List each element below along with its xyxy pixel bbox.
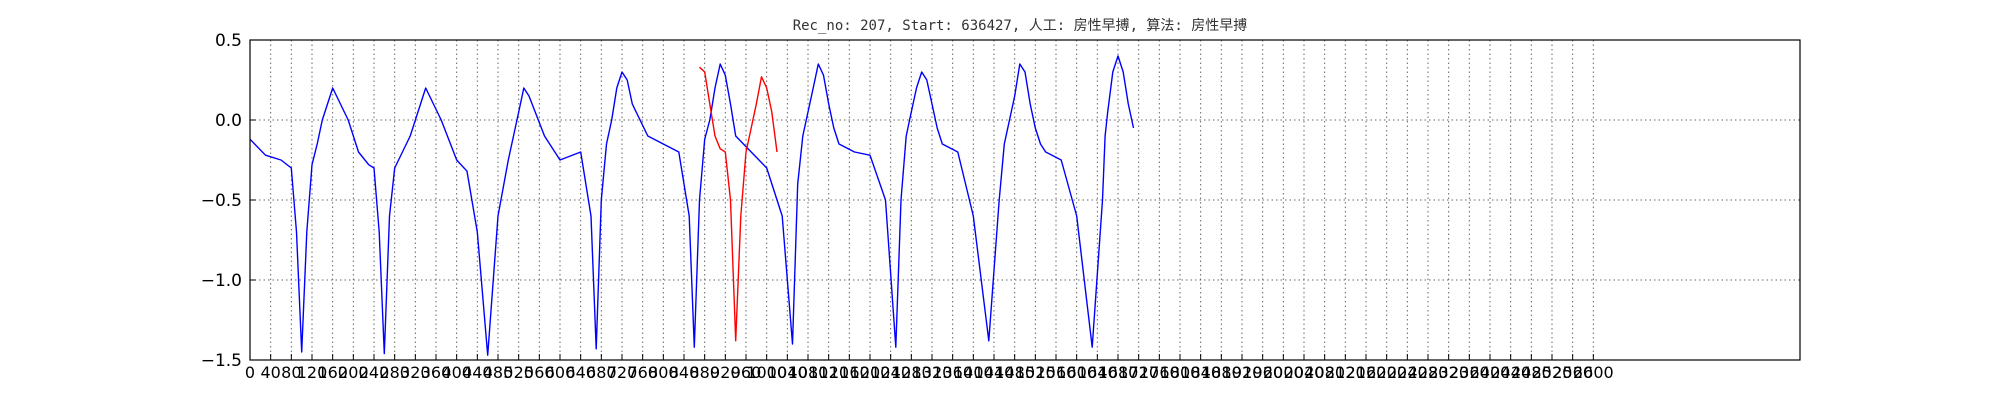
x-tick-label: 1760 — [1139, 363, 1180, 382]
x-tick-label: 600 — [545, 363, 576, 382]
x-tick-label: 1920 — [1222, 363, 1263, 382]
x-tick-label: 1640 — [1077, 363, 1118, 382]
y-tick-label: −1.5 — [201, 351, 242, 371]
x-tick-label: 920 — [710, 363, 741, 382]
x-tick-label: 0 — [245, 363, 255, 382]
x-tick-label: 480 — [483, 363, 514, 382]
x-tick-label: 360 — [421, 363, 452, 382]
x-tick-label: 2080 — [1304, 363, 1345, 382]
x-tick-label: 1880 — [1201, 363, 1242, 382]
x-tick-label: 400 — [441, 363, 472, 382]
x-tick-label: 800 — [648, 363, 679, 382]
x-tick-label: 1800 — [1160, 363, 1201, 382]
x-tick-label: 1480 — [994, 363, 1035, 382]
x-tick-label: 80 — [281, 363, 301, 382]
chart-title: Rec_no: 207, Start: 636427, 人工: 房性早搏, 算法… — [793, 17, 1248, 34]
x-tick-label: 1560 — [1036, 363, 1077, 382]
x-tick-label: 1960 — [1242, 363, 1283, 382]
x-tick-label: 2320 — [1428, 363, 1469, 382]
x-tick-label: 240 — [359, 363, 390, 382]
y-tick-label: −1.0 — [201, 271, 242, 291]
x-tick-label: 840 — [669, 363, 700, 382]
x-tick-label: 2000 — [1263, 363, 1304, 382]
x-tick-label: 880 — [689, 363, 720, 382]
x-tick-label: 760 — [627, 363, 658, 382]
x-tick-label: 2200 — [1366, 363, 1407, 382]
x-tick-label: 1320 — [912, 363, 953, 382]
x-tick-label: 560 — [524, 363, 555, 382]
y-tick-label: 0.5 — [215, 31, 242, 51]
y-axis: 0.5 0.0 −0.5 −1.0 −1.5 — [201, 31, 256, 371]
x-tick-label: 2360 — [1449, 363, 1490, 382]
x-tick-label: 2520 — [1532, 363, 1573, 382]
x-tick-label: 1600 — [1056, 363, 1097, 382]
series-line-1 — [699, 66, 778, 342]
y-tick-label: −0.5 — [201, 191, 242, 211]
x-tick-label: 1280 — [891, 363, 932, 382]
x-tick-label: 320 — [400, 363, 431, 382]
series-line-0 — [249, 55, 1135, 356]
x-tick-label: 2440 — [1490, 363, 1531, 382]
x-tick-label: 2400 — [1470, 363, 1511, 382]
x-tick-label: 720 — [607, 363, 638, 382]
x-tick-label: 1240 — [870, 363, 911, 382]
x-tick-label: 1520 — [1015, 363, 1056, 382]
x-tick-label: 1160 — [829, 363, 870, 382]
x-tick-label: 1840 — [1180, 363, 1221, 382]
x-tick-label: 2240 — [1387, 363, 1428, 382]
x-tick-label: 1360 — [932, 363, 973, 382]
x-tick-label: 160 — [317, 363, 348, 382]
x-tick-label: 1400 — [953, 363, 994, 382]
x-tick-label: 120 — [297, 363, 328, 382]
x-tick-label: 640 — [565, 363, 596, 382]
x-tick-label: 2560 — [1552, 363, 1593, 382]
grid — [250, 40, 1800, 360]
x-tick-label: 40 — [260, 363, 280, 382]
series-lines — [249, 55, 1135, 356]
x-tick-label: 200 — [338, 363, 369, 382]
x-tick-label: 2040 — [1284, 363, 1325, 382]
x-tick-label: 1120 — [808, 363, 849, 382]
x-tick-label: 2280 — [1408, 363, 1449, 382]
x-tick-label: 2600 — [1573, 363, 1614, 382]
x-tick-label: 680 — [586, 363, 617, 382]
x-tick-label: 960 — [731, 363, 762, 382]
y-tick-label: 0.0 — [215, 111, 242, 131]
x-tick-label: 1080 — [788, 363, 829, 382]
x-tick-label: 1000 — [746, 363, 787, 382]
x-tick-label: 2480 — [1511, 363, 1552, 382]
x-axis: 0 40 8012016020024028032036040044048052056… — [245, 354, 1614, 382]
x-tick-label: 2160 — [1346, 363, 1387, 382]
x-tick-label: 2120 — [1325, 363, 1366, 382]
x-tick-label: 440 — [462, 363, 493, 382]
x-tick-label: 280 — [379, 363, 410, 382]
x-tick-label: 1040 — [767, 363, 808, 382]
x-tick-label: 520 — [503, 363, 534, 382]
x-tick-label: 1680 — [1098, 363, 1139, 382]
x-tick-label: 1200 — [850, 363, 891, 382]
x-tick-label: 1440 — [974, 363, 1015, 382]
x-tick-label: 1720 — [1118, 363, 1159, 382]
